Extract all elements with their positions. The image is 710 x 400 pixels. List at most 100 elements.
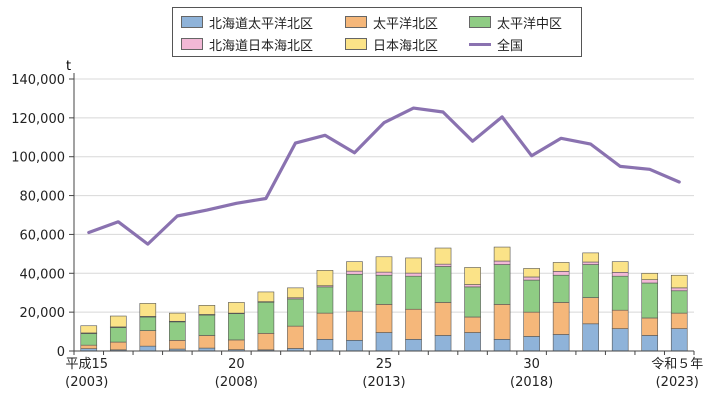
bar-segment-2010-s1: [287, 325, 304, 349]
bar-segment-2006-s2: [169, 321, 186, 341]
bar-segment-2021-s0: [611, 328, 629, 352]
bar-segment-2012-s3: [346, 270, 363, 275]
bar-segment-2008-s1: [228, 339, 245, 350]
bar-segment-2017-s1: [493, 304, 511, 340]
bar-segment-2014-s1: [405, 308, 422, 340]
bar-segment-2010-s2: [287, 298, 304, 327]
bar-segment-2016-s0: [464, 332, 481, 352]
bar-segment-2005-s1: [139, 330, 157, 347]
national-total-line-group: [87, 106, 681, 246]
legend-label: 北海道日本海北区: [209, 38, 314, 54]
bar-segment-2006-s1: [169, 340, 186, 350]
bar-segment-2011-s2: [316, 286, 334, 314]
bar-segment-2022-s1: [641, 317, 659, 336]
bar-segment-2006-s4: [169, 312, 186, 322]
bars: [80, 246, 688, 352]
bar-segment-2019-s1: [552, 302, 570, 335]
legend-label: 全国: [497, 38, 524, 54]
x-tick-label-era: 平成15: [65, 357, 108, 372]
legend-item-pacific-middle: 太平洋中区: [469, 12, 562, 32]
bar-segment-2005-s0: [139, 345, 157, 352]
bar-segment-2003-s4: [80, 325, 98, 334]
bar-segment-2018-s3: [523, 276, 540, 281]
bar-segment-2011-s0: [316, 339, 334, 352]
bar-segment-2013-s1: [375, 304, 393, 333]
bar-segment-2009-s4: [257, 291, 275, 302]
x-tick-label-year: (2023): [656, 375, 699, 390]
x-tick-label-year: (2013): [362, 375, 405, 390]
bar-segment-2007-s4: [198, 305, 216, 315]
bar-segment-2013-s2: [375, 274, 393, 305]
x-tick-label-era: 20: [228, 357, 245, 372]
bar-segment-2016-s4: [464, 267, 481, 285]
bar-segment-2014-s4: [405, 257, 422, 274]
bar-segment-2022-s4: [641, 272, 659, 280]
bar-segment-2005-s4: [139, 303, 157, 317]
bar-segment-2014-s0: [405, 339, 422, 352]
bar-segment-2010-s4: [287, 287, 304, 299]
bar-segment-2022-s0: [641, 335, 659, 352]
bar-segment-2007-s2: [198, 314, 216, 336]
bar-segment-2021-s4: [611, 261, 629, 273]
bar-segment-2013-s4: [375, 256, 393, 273]
y-tick-label: 40,000: [20, 267, 66, 282]
bar-segment-2009-s2: [257, 301, 275, 334]
bar-segment-2008-s2: [228, 313, 245, 341]
bar-segment-2022-s3: [641, 279, 659, 284]
bar-segment-2009-s1: [257, 333, 275, 351]
bar-segment-2018-s4: [523, 268, 540, 278]
legend-label: 太平洋中区: [497, 16, 563, 32]
bar-segment-2017-s4: [493, 246, 511, 262]
bar-segment-2019-s4: [552, 262, 570, 272]
legend-item-pacific-north: 太平洋北区: [345, 12, 438, 32]
x-tick-label-year: (2008): [215, 375, 258, 390]
bar-segment-2013-s3: [375, 271, 393, 276]
bar-segment-2012-s0: [346, 340, 363, 352]
bar-segment-2020-s3: [582, 261, 599, 265]
legend-swatch-pacific-middle: [469, 16, 491, 28]
bar-segment-2021-s1: [611, 309, 629, 329]
legend-item-hokkaido-japan-sea-north: 北海道日本海北区: [181, 34, 313, 54]
bar-segment-2019-s0: [552, 334, 570, 352]
bar-segment-2004-s1: [109, 341, 127, 351]
bar-segment-2015-s4: [434, 247, 452, 265]
y-tick-label: 20,000: [20, 306, 66, 321]
bar-segment-2013-s0: [375, 332, 393, 352]
bar-segment-2004-s2: [109, 327, 127, 343]
national-total-line: [87, 106, 681, 246]
bar-segment-2022-s2: [641, 282, 659, 319]
bar-segment-2017-s0: [493, 339, 511, 352]
bar-segment-2023-s0: [670, 328, 688, 352]
bar-segment-2020-s2: [582, 264, 599, 298]
x-tick-label-year: (2003): [65, 375, 108, 390]
y-axis-unit-label: t: [66, 59, 71, 74]
bar-segment-2014-s3: [405, 272, 422, 277]
x-tick-label-era: 25: [376, 357, 393, 372]
bar-segment-2007-s1: [198, 335, 216, 349]
legend-line-national-total: [469, 42, 491, 46]
legend-label: 日本海北区: [373, 38, 439, 54]
y-tick-label: 100,000: [11, 151, 65, 166]
bar-segment-2008-s4: [228, 302, 245, 314]
bar-segment-2021-s3: [611, 272, 629, 277]
legend-item-hokkaido-pacific-north: 北海道太平洋北区: [181, 12, 313, 32]
bar-segment-2017-s3: [493, 260, 511, 265]
bar-segment-2003-s2: [80, 333, 98, 346]
legend-item-japan-sea-north: 日本海北区: [345, 34, 438, 54]
legend-swatch-pacific-north: [345, 16, 367, 28]
y-tick-label: 140,000: [11, 73, 65, 88]
x-tick-labels: 平成15 (2003) 20 (2008) 25 (2013) 30 (2018) 令和５年 (2…: [65, 357, 703, 390]
bar-segment-2023-s3: [670, 287, 688, 292]
bar-segment-2011-s1: [316, 312, 334, 340]
bar-segment-2003-s1: [80, 344, 98, 349]
bar-segment-2020-s0: [582, 323, 599, 352]
bar-segment-2023-s2: [670, 290, 688, 314]
bar-segment-2015-s1: [434, 302, 452, 336]
bar-segment-2011-s4: [316, 270, 334, 287]
gridlines: [74, 78, 694, 313]
y-tick-label: 80,000: [20, 190, 66, 205]
bar-segment-2019-s2: [552, 274, 570, 303]
y-tick-label: 60,000: [20, 228, 66, 243]
bar-segment-2012-s1: [346, 310, 363, 341]
